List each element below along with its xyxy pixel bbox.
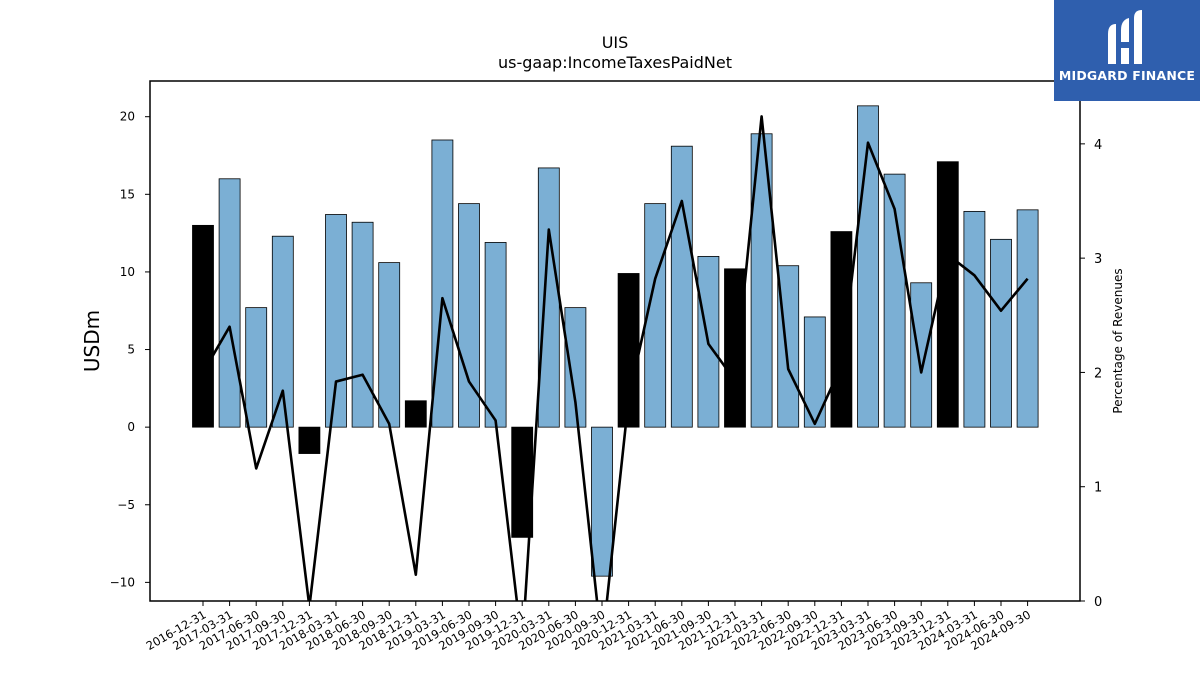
- bar-2018-09-30: [378, 262, 401, 428]
- bar-2017-06-30: [245, 307, 268, 428]
- bar-2017-03-31: [218, 178, 241, 428]
- plot-frame: [149, 80, 1081, 602]
- bar-2021-12-31: [724, 268, 746, 428]
- brand-logo: MIDGARD FINANCE: [1054, 0, 1200, 101]
- pct-revenue-line: [201, 115, 1029, 601]
- x-axis: 2016-12-312017-03-312017-06-302017-09-30…: [144, 601, 1033, 653]
- y2-axis-label: Percentage of Revenues: [1111, 268, 1125, 413]
- line-layer: [201, 115, 1029, 601]
- bar-2018-03-31: [325, 214, 347, 428]
- y-axis-label: USDm: [80, 310, 104, 372]
- right-axis: 0 1 2 3 4: [1080, 138, 1102, 610]
- y-tick-label: 15: [120, 187, 135, 201]
- bar-2017-09-30: [271, 235, 294, 428]
- bar-2022-09-30: [803, 316, 826, 428]
- y-tick-label: −5: [117, 498, 135, 512]
- bar-2018-06-30: [351, 221, 374, 428]
- bar-2022-03-31: [750, 133, 773, 428]
- y2-tick-label: 2: [1094, 366, 1102, 381]
- bars-layer: [192, 105, 1039, 577]
- y-tick-label: −10: [110, 575, 135, 589]
- bar-2024-09-30: [1016, 209, 1039, 428]
- bar-2024-03-31: [963, 210, 986, 428]
- bar-2023-09-30: [910, 282, 933, 428]
- y2-tick-label: 1: [1094, 481, 1102, 496]
- bar-2017-12-31: [298, 426, 321, 454]
- bar-2020-03-31: [537, 167, 560, 428]
- bar-2020-09-30: [591, 426, 613, 577]
- chart-subtitle: us-gaap:IncomeTaxesPaidNet: [498, 53, 732, 72]
- bar-2022-12-31: [830, 231, 853, 428]
- logo-text: MIDGARD FINANCE: [1058, 68, 1196, 83]
- y-tick-label: 5: [127, 343, 135, 357]
- bar-2018-12-31: [404, 400, 427, 428]
- midgard-logo-icon: [1108, 10, 1142, 64]
- y-tick-label: 10: [120, 265, 135, 279]
- chart-title: UIS: [602, 33, 629, 52]
- bar-2020-06-30: [564, 307, 587, 428]
- bar-2019-09-30: [484, 242, 507, 428]
- y-tick-label: 20: [120, 110, 135, 124]
- bar-2023-03-31: [857, 105, 879, 428]
- bar-2023-12-31: [936, 161, 959, 428]
- y2-tick-label: 3: [1094, 252, 1102, 267]
- y-tick-label: 0: [127, 420, 135, 434]
- bar-2016-12-31: [192, 224, 214, 428]
- y2-tick-label: 0: [1094, 595, 1102, 610]
- y2-tick-label: 4: [1094, 138, 1102, 153]
- bar-2022-06-30: [777, 265, 800, 428]
- bar-2019-06-30: [458, 203, 480, 428]
- bar-2024-06-30: [990, 238, 1012, 428]
- left-axis: −10 −5 0 5 10 15 20: [110, 110, 150, 589]
- bar-2021-06-30: [670, 145, 693, 428]
